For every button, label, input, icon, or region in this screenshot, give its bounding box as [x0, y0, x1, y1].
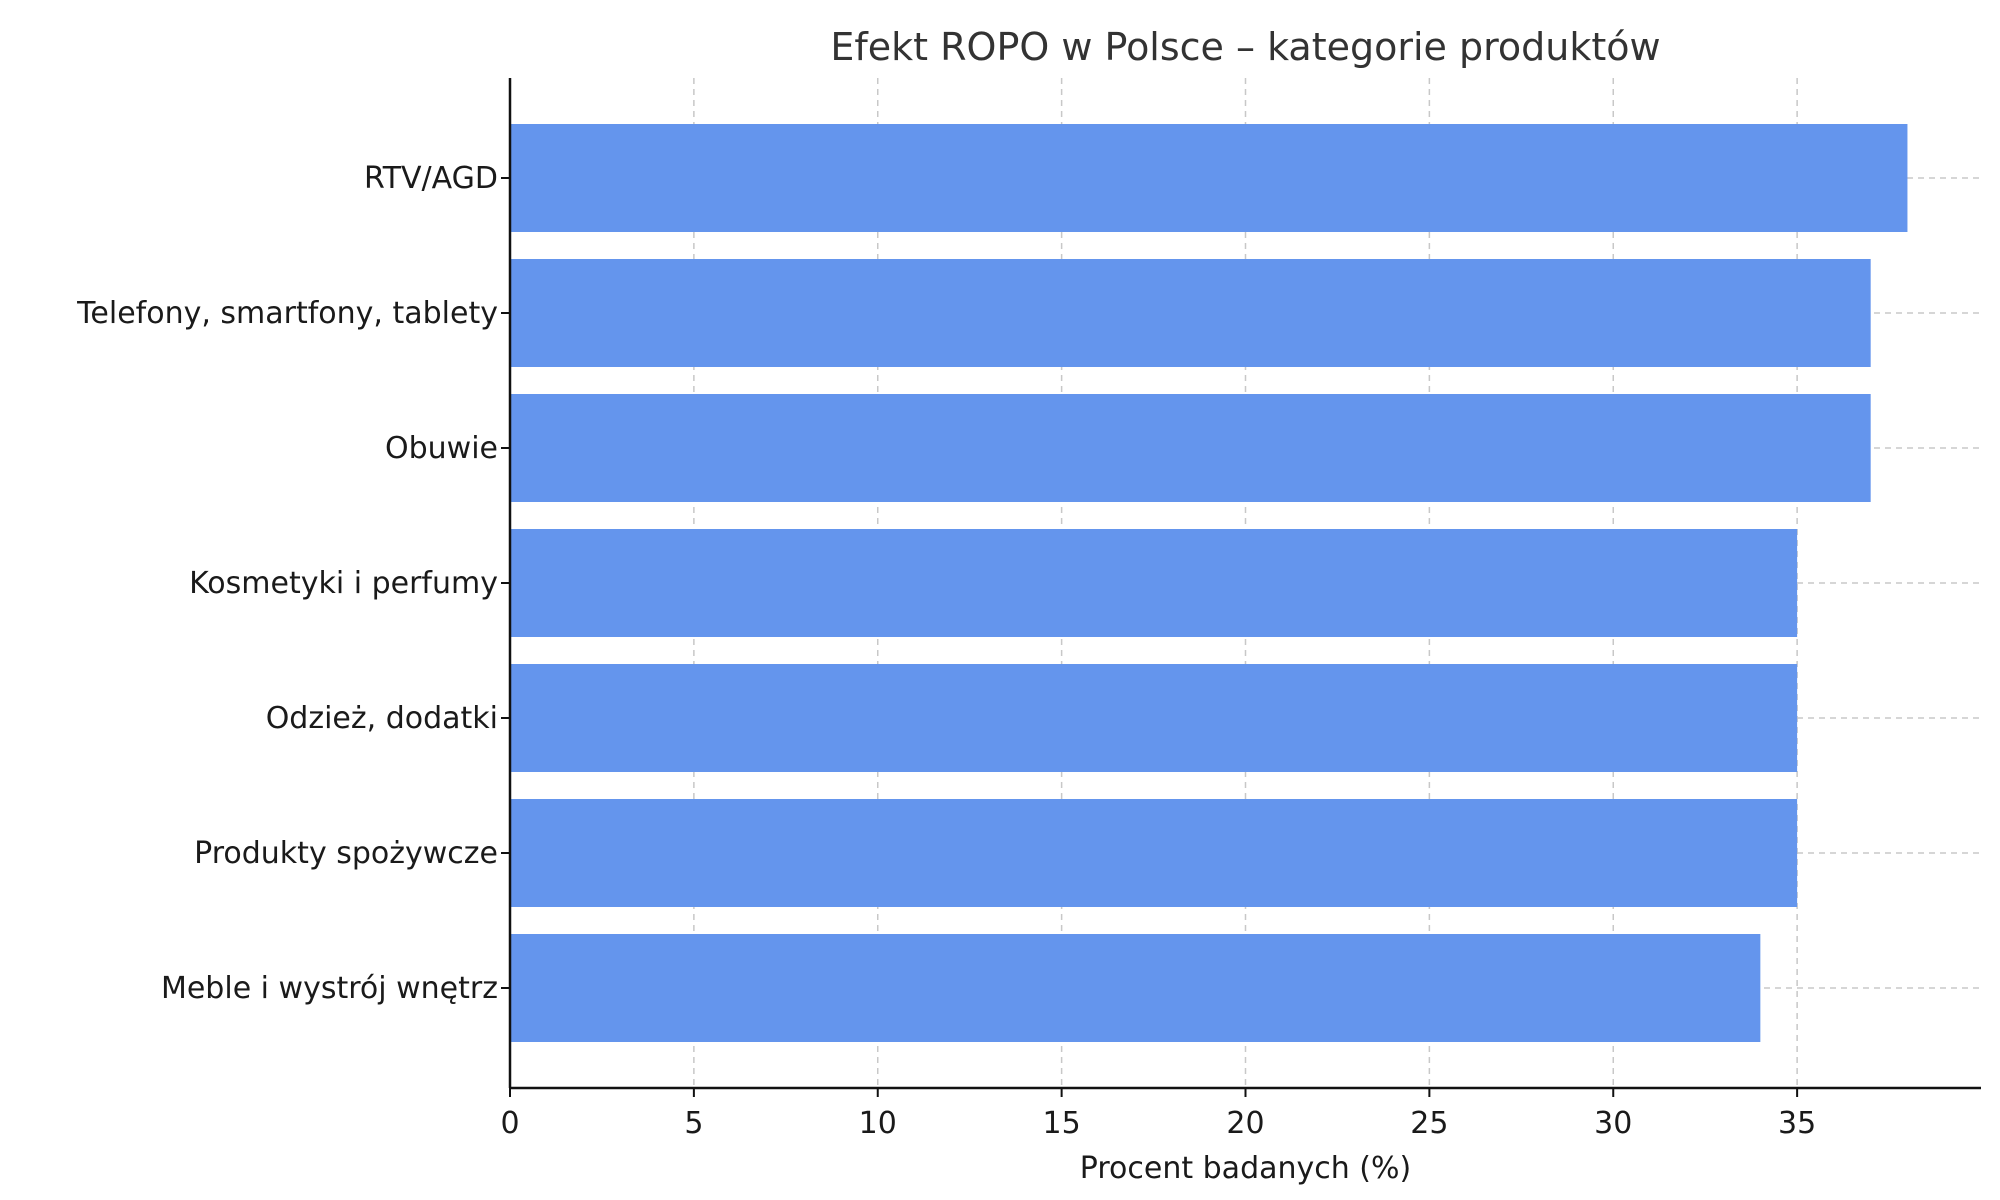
bar — [510, 124, 1908, 232]
x-tick-label: 5 — [684, 1106, 703, 1141]
x-tick-label: 20 — [1226, 1106, 1264, 1141]
category-label: Obuwie — [385, 431, 498, 466]
category-label: Telefony, smartfony, tablety — [76, 296, 498, 331]
bar — [510, 259, 1871, 367]
bar — [510, 394, 1871, 502]
category-label: Produkty spożywcze — [194, 836, 498, 871]
category-label: Kosmetyki i perfumy — [189, 566, 498, 601]
x-tick-label: 15 — [1043, 1106, 1081, 1141]
x-tick-label: 25 — [1410, 1106, 1448, 1141]
x-tick-label: 10 — [859, 1106, 897, 1141]
bar — [510, 664, 1798, 772]
category-label: RTV/AGD — [364, 161, 498, 196]
bar — [510, 529, 1798, 637]
category-label: Odzież, dodatki — [266, 701, 498, 736]
x-axis-label: Procent badanych (%) — [1080, 1151, 1411, 1186]
category-labels: RTV/AGD Telefony, smartfony, tablety Obuwi… — [76, 161, 510, 1006]
bars — [510, 124, 1908, 1042]
bar — [510, 799, 1798, 907]
bar — [510, 934, 1761, 1042]
x-tick-label: 35 — [1778, 1106, 1816, 1141]
x-tick-label: 30 — [1594, 1106, 1632, 1141]
category-label: Meble i wystrój wnętrz — [161, 971, 498, 1006]
chart-title: Efekt ROPO w Polsce – kategorie produktó… — [830, 25, 1660, 69]
x-tick-label: 0 — [500, 1106, 519, 1141]
x-tick-labels: 0 5 10 15 20 25 30 35 — [500, 1088, 1816, 1141]
